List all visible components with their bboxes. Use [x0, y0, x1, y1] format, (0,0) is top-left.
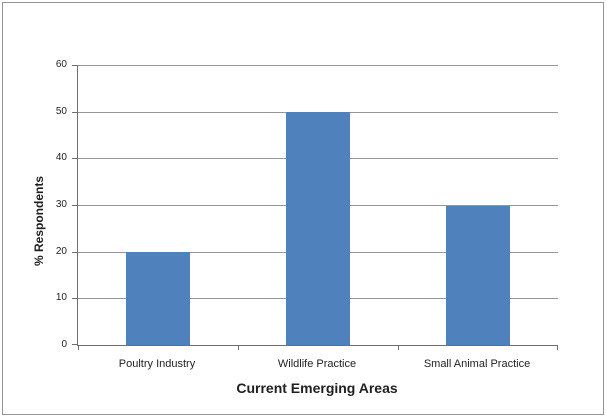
- x-tick-mark-0: [78, 345, 79, 350]
- gridline-60: [78, 65, 558, 66]
- y-tick-label-60: 60: [55, 59, 67, 70]
- y-tick-label-30: 30: [55, 199, 67, 210]
- y-tick-mark-50: [72, 111, 77, 113]
- y-tick-label-50: 50: [55, 105, 67, 117]
- x-tick-mark-1: [238, 345, 239, 350]
- y-tick-label-40: 40: [55, 152, 67, 164]
- y-tick-mark-60: [72, 65, 77, 66]
- y-tick-mark-20: [72, 251, 77, 253]
- y-tick-label-10: 10: [55, 292, 67, 304]
- x-category-label-small-animal-practice: Small Animal Practice: [423, 358, 531, 370]
- y-axis-title: % Respondents: [32, 175, 46, 267]
- x-category-label-wildlife-practice: Wildlife Practice: [277, 358, 357, 370]
- y-tick-mark-30: [72, 205, 77, 206]
- bar-poultry-industry: [126, 252, 190, 345]
- y-tick-label-20: 20: [55, 245, 67, 257]
- y-tick-mark-10: [72, 298, 77, 300]
- plot-area: [72, 65, 558, 350]
- y-tick-mark-0: [72, 344, 77, 345]
- x-tick-mark-3: [557, 345, 558, 350]
- bar-wildlife-practice: [286, 112, 350, 345]
- x-category-label-poultry-industry: Poultry Industry: [118, 358, 196, 370]
- y-tick-mark-40: [72, 158, 77, 160]
- bar-small-animal-practice: [446, 206, 510, 345]
- y-tick-label-0: 0: [61, 339, 67, 350]
- x-tick-mark-2: [398, 345, 399, 350]
- x-axis-title: Current Emerging Areas: [236, 380, 398, 396]
